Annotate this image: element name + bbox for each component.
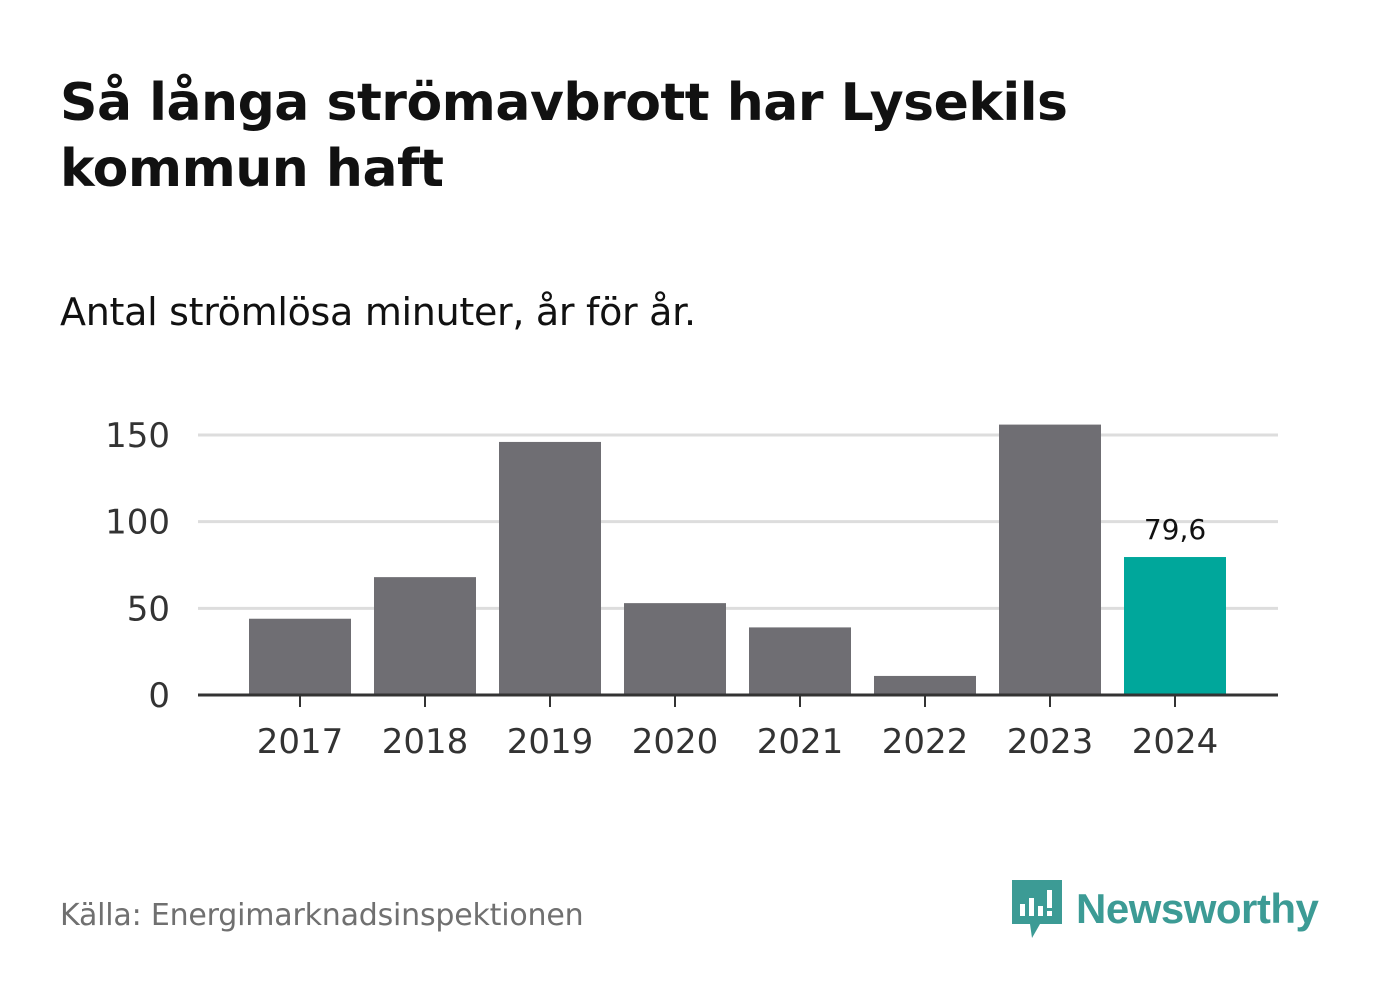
bar-2022: [874, 675, 976, 695]
axes: [198, 693, 1278, 707]
x-tick-label: 2021: [757, 722, 844, 762]
chart-title: Så långa strömavbrott har Lysekils kommu…: [60, 73, 1068, 199]
chart-subtitle: Antal strömlösa minuter, år för år.: [60, 290, 696, 334]
y-tick-label: 150: [105, 416, 170, 456]
bar-2017: [249, 618, 351, 695]
gridlines: [198, 433, 1278, 610]
x-tick-label: 2018: [382, 722, 469, 762]
newsworthy-logo-icon: [1012, 880, 1062, 938]
brand-logo: Newsworthy: [1010, 878, 1319, 940]
data-label: 79,6: [1144, 513, 1206, 546]
bar-2018: [374, 577, 476, 695]
bar-2024: [1124, 557, 1226, 695]
x-tick-label: 2024: [1132, 722, 1219, 762]
y-tick-label: 50: [127, 589, 170, 629]
bar-2021: [749, 627, 851, 695]
x-tick-label: 2023: [1007, 722, 1094, 762]
x-tick-label: 2017: [257, 722, 344, 762]
bar-2020: [624, 603, 726, 695]
bar-2023: [999, 424, 1101, 695]
bars: [249, 424, 1226, 695]
labels: 0 50 100 150 2017 2018 2019 2020 2021 2022 2023 202…: [105, 416, 1218, 762]
x-tick-label: 2022: [882, 722, 969, 762]
source-note: Källa: Energimarknadsinspektionen: [60, 898, 584, 933]
x-tick-label: 2019: [507, 722, 594, 762]
x-tick-label: 2020: [632, 722, 719, 762]
y-tick-label: 0: [148, 676, 170, 716]
y-tick-label: 100: [105, 503, 170, 543]
bar-chart: 0 50 100 150 2017 2018 2019 2020 2021 2022 2023 202…: [105, 416, 1278, 762]
bar-2019: [499, 441, 601, 695]
brand-name: Newsworthy: [1076, 885, 1319, 932]
